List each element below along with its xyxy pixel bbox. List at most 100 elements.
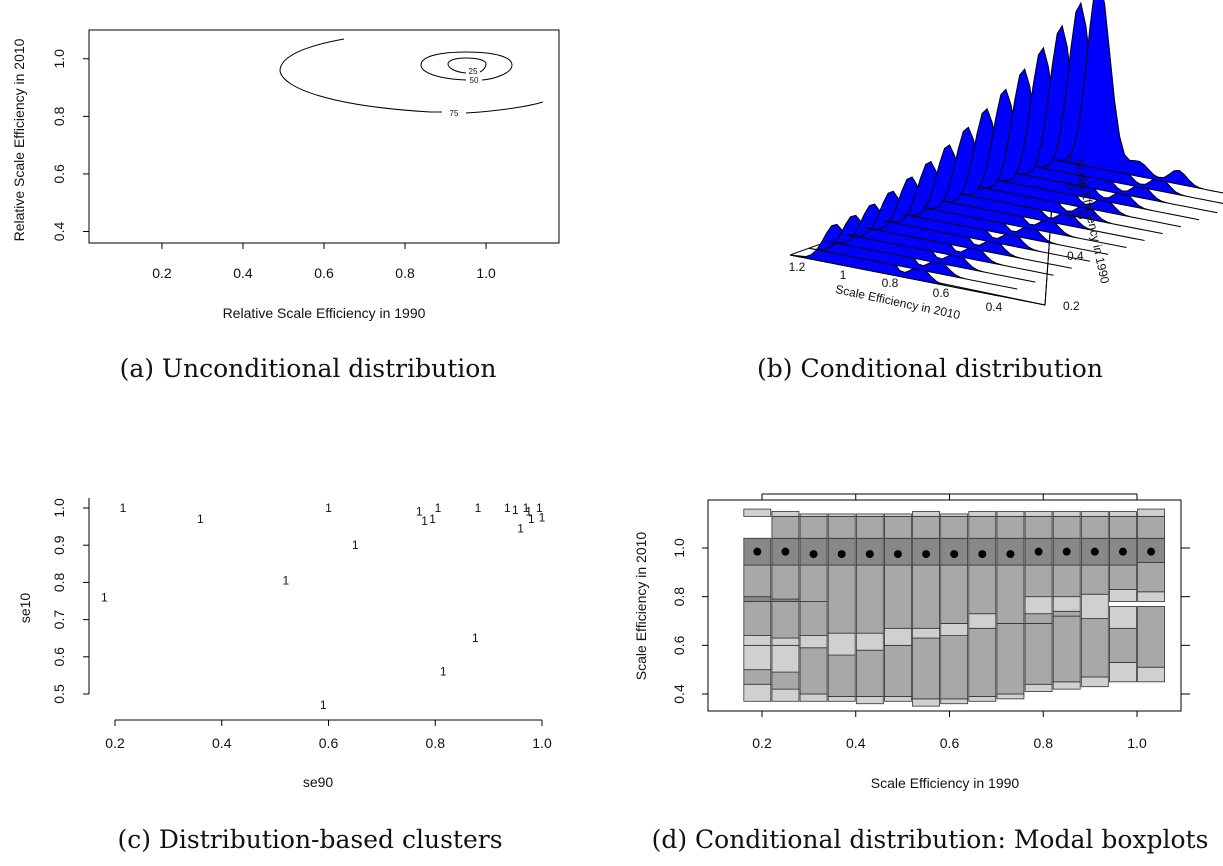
c-y-tick-label: 0.5: [51, 684, 67, 704]
modal-box-band: [968, 511, 997, 517]
mode-point: [922, 550, 931, 559]
contour-label-75: 75: [450, 109, 459, 118]
a-y-tick-label: 0.8: [51, 106, 67, 126]
modal-box-band: [996, 515, 1025, 539]
scatter-point-marker: 1: [352, 538, 359, 552]
modal-box-band: [827, 696, 856, 702]
panel-c-y-ticks: 0.5 0.6 0.7 0.8 0.9 1.0: [51, 498, 89, 704]
modal-box-band: [1080, 593, 1109, 619]
d-y-tick-label: 0.4: [671, 684, 687, 704]
c-y-tick-label: 0.9: [51, 535, 67, 555]
modal-box-band: [771, 601, 800, 639]
modal-box-band: [912, 698, 940, 707]
modal-box-band: [1109, 515, 1137, 539]
contour-label-25: 25: [469, 67, 478, 76]
modal-box-band: [968, 564, 997, 615]
modal-box-band: [855, 515, 884, 539]
modal-box-band: [884, 644, 912, 697]
modal-box-band: [855, 696, 884, 705]
modal-box-band: [827, 564, 856, 634]
modal-box-band: [855, 649, 884, 697]
modal-box-band: [912, 564, 940, 629]
panel-a-y-ticks: 0.4 0.6 0.8 1.0: [51, 49, 89, 241]
modal-box-band: [743, 596, 772, 602]
scatter-point-marker: 1: [523, 501, 530, 515]
modal-box-band: [1109, 588, 1137, 602]
modal-box-band: [940, 623, 969, 637]
modal-box-band: [1109, 661, 1137, 683]
contour-line-75: [279, 38, 544, 114]
modal-box-band: [1080, 515, 1109, 539]
modal-box-band: [799, 635, 828, 649]
modal-box-band: [827, 632, 856, 656]
modal-box-band: [743, 683, 772, 702]
modal-box-band: [912, 627, 940, 639]
panel-c-y-axis-label: se10: [17, 593, 33, 624]
modal-box-band: [771, 644, 800, 673]
c-x-tick-label: 0.8: [426, 735, 446, 751]
panel-a-plot-frame: [88, 29, 560, 244]
a-x-tick-label: 1.0: [476, 265, 496, 281]
mode-point: [893, 550, 902, 559]
modal-box-band: [968, 696, 997, 702]
c-y-tick-label: 1.0: [51, 498, 67, 518]
modal-box-band: [1024, 623, 1053, 685]
modal-box-band: [1109, 606, 1137, 629]
modal-box-band: [743, 601, 772, 636]
scatter-point-marker: 1: [101, 590, 108, 604]
modal-box-band: [1080, 564, 1109, 595]
modal-box-band: [940, 515, 969, 539]
c-y-tick-label: 0.6: [51, 647, 67, 667]
mode-point: [978, 550, 987, 559]
scatter-point-marker: 1: [472, 631, 479, 645]
scatter-point-marker: 1: [517, 521, 524, 535]
mode-point: [1062, 547, 1071, 556]
panel-c-x-axis-label: se90: [303, 774, 334, 790]
scatter-point-marker: 1: [325, 501, 332, 515]
modal-box-band: [1024, 683, 1053, 692]
scatter-point-marker: 1: [504, 501, 511, 515]
modal-box-band: [1052, 610, 1081, 617]
panel-a-x-ticks: 0.2 0.4 0.6 0.8 1.0: [152, 243, 496, 281]
b-y-tick-label: 1: [1067, 152, 1074, 166]
modal-box-band: [912, 637, 940, 700]
modal-box-band: [799, 693, 828, 702]
panel-d-caption: (d) Conditional distribution: Modal boxp…: [652, 825, 1209, 854]
modal-box-band: [884, 515, 912, 539]
c-x-tick-label: 0.4: [212, 735, 232, 751]
a-x-tick-label: 0.4: [233, 265, 253, 281]
modal-box-band: [912, 515, 940, 539]
scatter-point-marker: 1: [120, 501, 127, 515]
modal-box-band: [1052, 681, 1081, 690]
b-y-tick-label: 0.2: [1063, 299, 1080, 313]
modal-box-band: [1080, 618, 1109, 678]
modal-box-band: [1137, 666, 1165, 683]
modal-box-band: [996, 564, 1025, 624]
modal-box-band: [771, 564, 800, 600]
modal-box-band: [799, 647, 828, 695]
modal-box-band: [799, 513, 828, 517]
a-y-tick-label: 1.0: [51, 49, 67, 69]
b-y-tick-label: 0.6: [1067, 208, 1084, 222]
modal-box-band: [996, 511, 1025, 517]
modal-box-band: [912, 511, 940, 517]
modal-box-band: [1024, 564, 1053, 598]
modal-box-band: [1024, 596, 1053, 615]
panel-c-scatter-plot: 0.2 0.4 0.6 0.8 1.0 0.50.60.70.80.91.0 11111…: [17, 498, 552, 790]
modal-box-band: [996, 693, 1025, 700]
modal-box-band: [884, 627, 912, 646]
panel-d-ticks: 0.2 0.4 0.6 0.8 1.0 0.4 0.6 0.8 1.0: [671, 493, 1190, 751]
d-x-tick-label: 1.0: [1127, 735, 1147, 751]
modal-box-band: [743, 635, 772, 646]
d-x-tick-label: 0.2: [752, 735, 772, 751]
panel-c-x-ticks: 0.2 0.4 0.6 0.8 1.0: [105, 720, 552, 751]
modal-box-band: [799, 601, 828, 636]
scatter-point-marker: 1: [525, 505, 532, 519]
modal-box-band: [1080, 511, 1109, 517]
modal-box-band: [743, 644, 772, 671]
scatter-point-marker: 1: [416, 505, 423, 519]
panel-b-caption: (b) Conditional distribution: [757, 354, 1103, 383]
mode-point: [1034, 547, 1043, 556]
modal-box-band: [968, 613, 997, 629]
